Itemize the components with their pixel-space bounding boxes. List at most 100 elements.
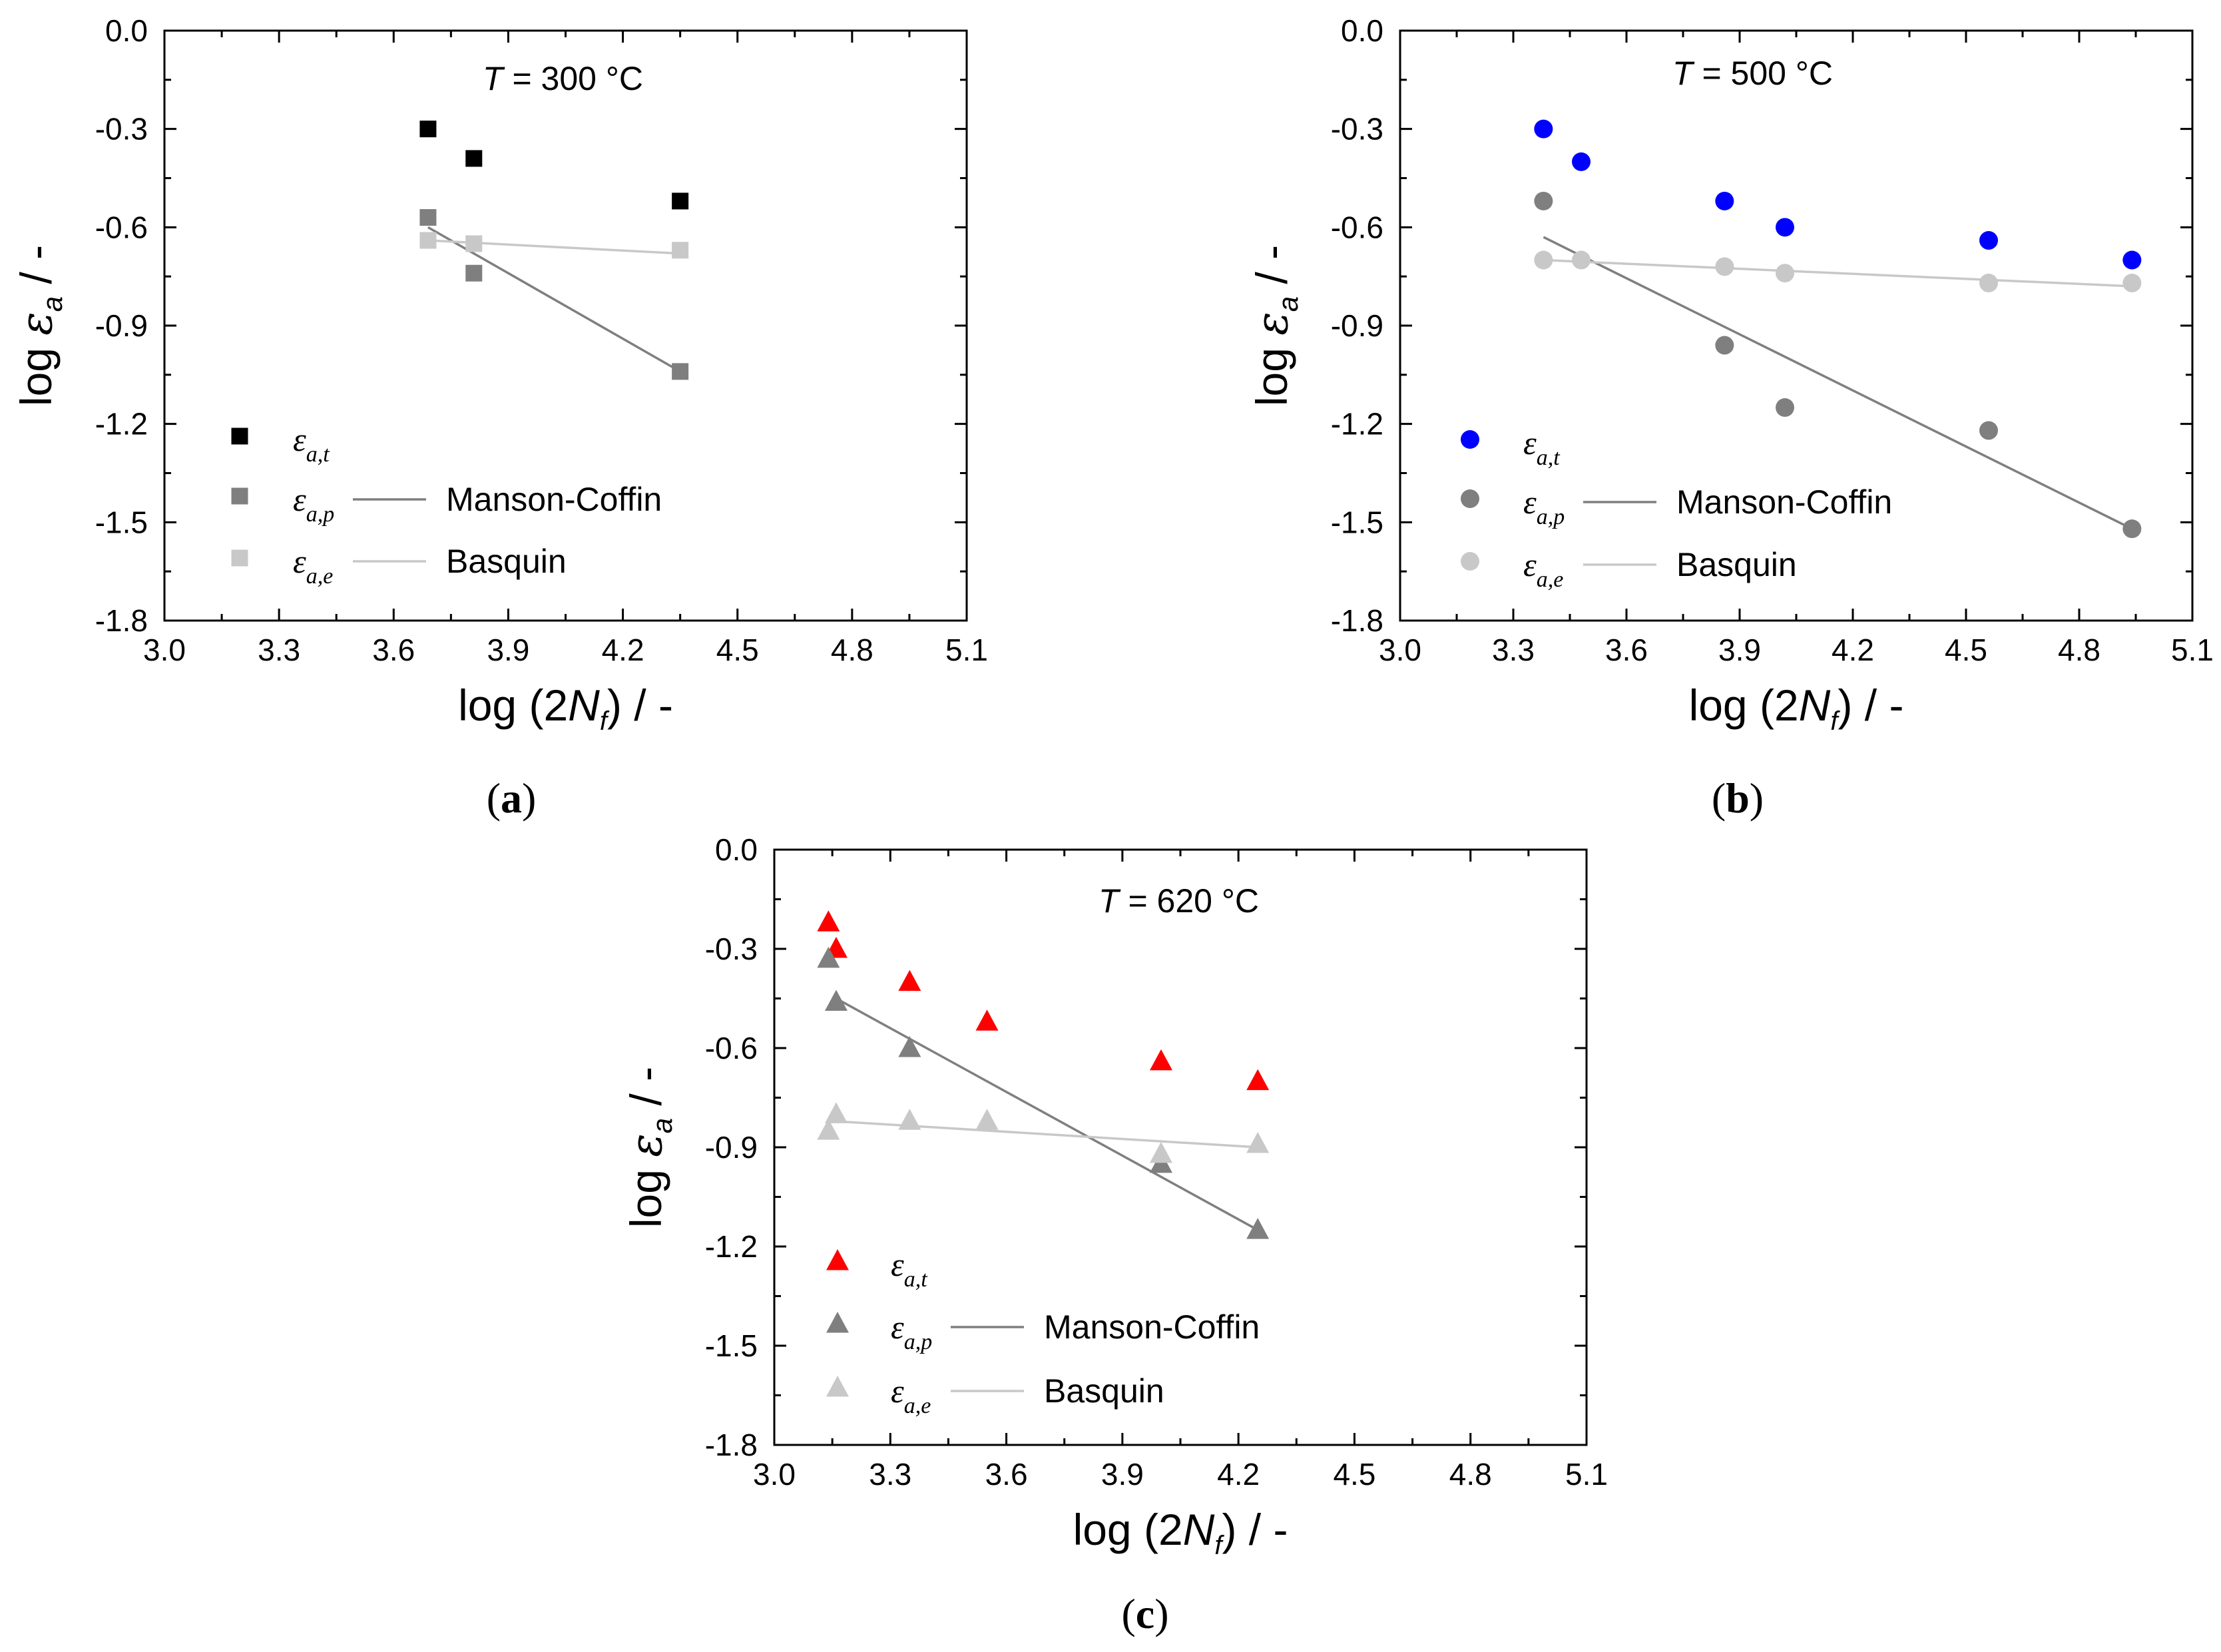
data-point	[975, 1009, 999, 1031]
legend-symbol: εa,e	[891, 1372, 931, 1418]
legend-marker	[1461, 489, 1479, 508]
x-axis-title-italic: N	[568, 681, 600, 730]
panel-label-letter: b	[1726, 774, 1750, 822]
panel-label-close: )	[1750, 774, 1764, 822]
y-axis-title-prefix: log	[1247, 336, 1296, 406]
x-tick-label: 4.5	[1333, 1457, 1375, 1492]
legend-symbol: εa,t	[891, 1246, 928, 1292]
y-tick-label: 0.0	[105, 13, 148, 48]
x-axis-title-italic: N	[1183, 1505, 1215, 1554]
data-point	[465, 150, 483, 167]
legend-symbol-main: ε	[1523, 424, 1537, 461]
panel-label-b: (b)	[1712, 774, 1764, 822]
panel-label-letter: a	[501, 774, 522, 822]
legend-label: Basquin	[1044, 1372, 1164, 1410]
y-axis-title: log εa / -	[620, 1067, 678, 1228]
x-tick-label: 3.0	[753, 1457, 796, 1492]
plot-frame	[773, 848, 1588, 1446]
x-tick-label: 3.9	[1101, 1457, 1144, 1492]
series-a-p	[419, 209, 689, 380]
legend-symbol-sub: a,t	[1537, 445, 1561, 470]
x-tick-label: 3.3	[258, 633, 300, 667]
data-point	[1534, 119, 1553, 138]
legend-marker	[826, 1376, 849, 1397]
legend-symbol-sub: a,p	[904, 1330, 933, 1354]
legend-symbol-sub: a,e	[306, 564, 334, 589]
legend-marker	[231, 549, 248, 567]
y-axis-title: log εa / -	[1246, 245, 1304, 406]
data-point	[672, 192, 689, 210]
legend-marker	[826, 1312, 849, 1333]
data-point	[672, 242, 689, 259]
data-point	[419, 232, 437, 249]
data-point	[1979, 421, 1998, 440]
y-axis-title-symbol: ε	[620, 1133, 672, 1157]
legend-label: Manson-Coffin	[1676, 483, 1892, 521]
y-tick-label: -1.5	[705, 1328, 758, 1363]
x-tick-label: 4.2	[1832, 633, 1874, 667]
data-point	[1572, 250, 1591, 270]
data-point	[817, 1119, 840, 1140]
x-axis-title-suffix: ) / -	[1838, 681, 1903, 730]
legend-symbol-sub: a,t	[904, 1267, 929, 1292]
y-tick-label: 0.0	[1341, 13, 1383, 48]
y-tick-label: -0.6	[1331, 210, 1383, 244]
y-tick-label: 0.0	[715, 832, 758, 867]
y-tick-label: -0.9	[1331, 308, 1383, 343]
x-axis-title-italic: N	[1799, 681, 1831, 730]
temperature-annotation-value: = 620 °C	[1119, 882, 1259, 920]
data-point	[419, 209, 437, 226]
series-a-e	[817, 1102, 1270, 1163]
y-tick-label: -0.3	[705, 932, 758, 966]
data-point	[1776, 218, 1794, 237]
legend-label: Basquin	[446, 543, 567, 580]
temperature-annotation-T: T	[1672, 55, 1695, 92]
panel-label-close: )	[522, 774, 536, 822]
x-tick-label: 4.2	[602, 633, 644, 667]
data-point	[1534, 191, 1553, 210]
data-point	[1246, 1218, 1270, 1239]
x-tick-label: 3.0	[1379, 633, 1421, 667]
legend-symbol-sub: a,p	[1537, 505, 1565, 529]
panel-label-open: (	[1712, 774, 1726, 822]
x-tick-label: 3.6	[985, 1457, 1028, 1492]
y-tick-label: -1.8	[705, 1428, 758, 1462]
temperature-annotation-value: = 300 °C	[503, 60, 643, 97]
data-point	[1534, 250, 1553, 270]
data-point	[2122, 274, 2142, 293]
data-point	[1149, 1141, 1172, 1163]
legend-label: Manson-Coffin	[1044, 1308, 1260, 1346]
data-point	[975, 1109, 999, 1130]
temperature-annotation: T = 500 °C	[1672, 55, 1833, 92]
chart-panel-a: 3.0 3.3 3.6 3.9 4.2 4.5 4.8 5.1 0.0 -0.3 -0.6 -0.9 -…	[11, 13, 988, 822]
temperature-annotation-T: T	[1099, 882, 1121, 920]
data-point	[1572, 152, 1591, 171]
x-tick-label: 4.5	[1945, 633, 1987, 667]
y-tick-label: -1.5	[1331, 505, 1383, 539]
x-tick-label: 3.6	[1605, 633, 1648, 667]
data-point	[824, 989, 848, 1011]
y-tick-label: -1.8	[95, 603, 148, 638]
fit-line-basquin	[1543, 258, 2132, 288]
series-a-p	[1534, 191, 2142, 539]
legend-marker	[826, 1249, 849, 1270]
x-axis-title-prefix: log (2	[1689, 681, 1799, 730]
y-axis-title-suffix: / -	[621, 1067, 670, 1118]
legend-symbol-sub: a,p	[306, 502, 335, 527]
x-axis-title-prefix: log (2	[458, 681, 568, 730]
legend-symbol-main: ε	[1523, 546, 1537, 583]
y-tick-label: -1.2	[95, 407, 148, 441]
y-axis-title-prefix: log	[11, 336, 61, 406]
x-axis-title-suffix: ) / -	[1222, 1505, 1288, 1554]
temperature-annotation-value: = 500 °C	[1693, 55, 1833, 92]
x-axis-title: log (2Nf) / -	[1689, 681, 1904, 736]
legend-symbol: εa,p	[293, 481, 334, 527]
legend-label: Manson-Coffin	[446, 481, 662, 518]
legend-symbol-main: ε	[293, 421, 306, 458]
chart-panel-c: 3.0 3.3 3.6 3.9 4.2 4.5 4.8 5.1 0.0 -0.3 -0.6 -0.9 -…	[620, 832, 1608, 1637]
legend-symbol-main: ε	[891, 1372, 904, 1410]
x-tick-label: 3.3	[869, 1457, 911, 1492]
data-point	[1246, 1069, 1270, 1091]
x-tick-label: 5.1	[1565, 1457, 1608, 1492]
